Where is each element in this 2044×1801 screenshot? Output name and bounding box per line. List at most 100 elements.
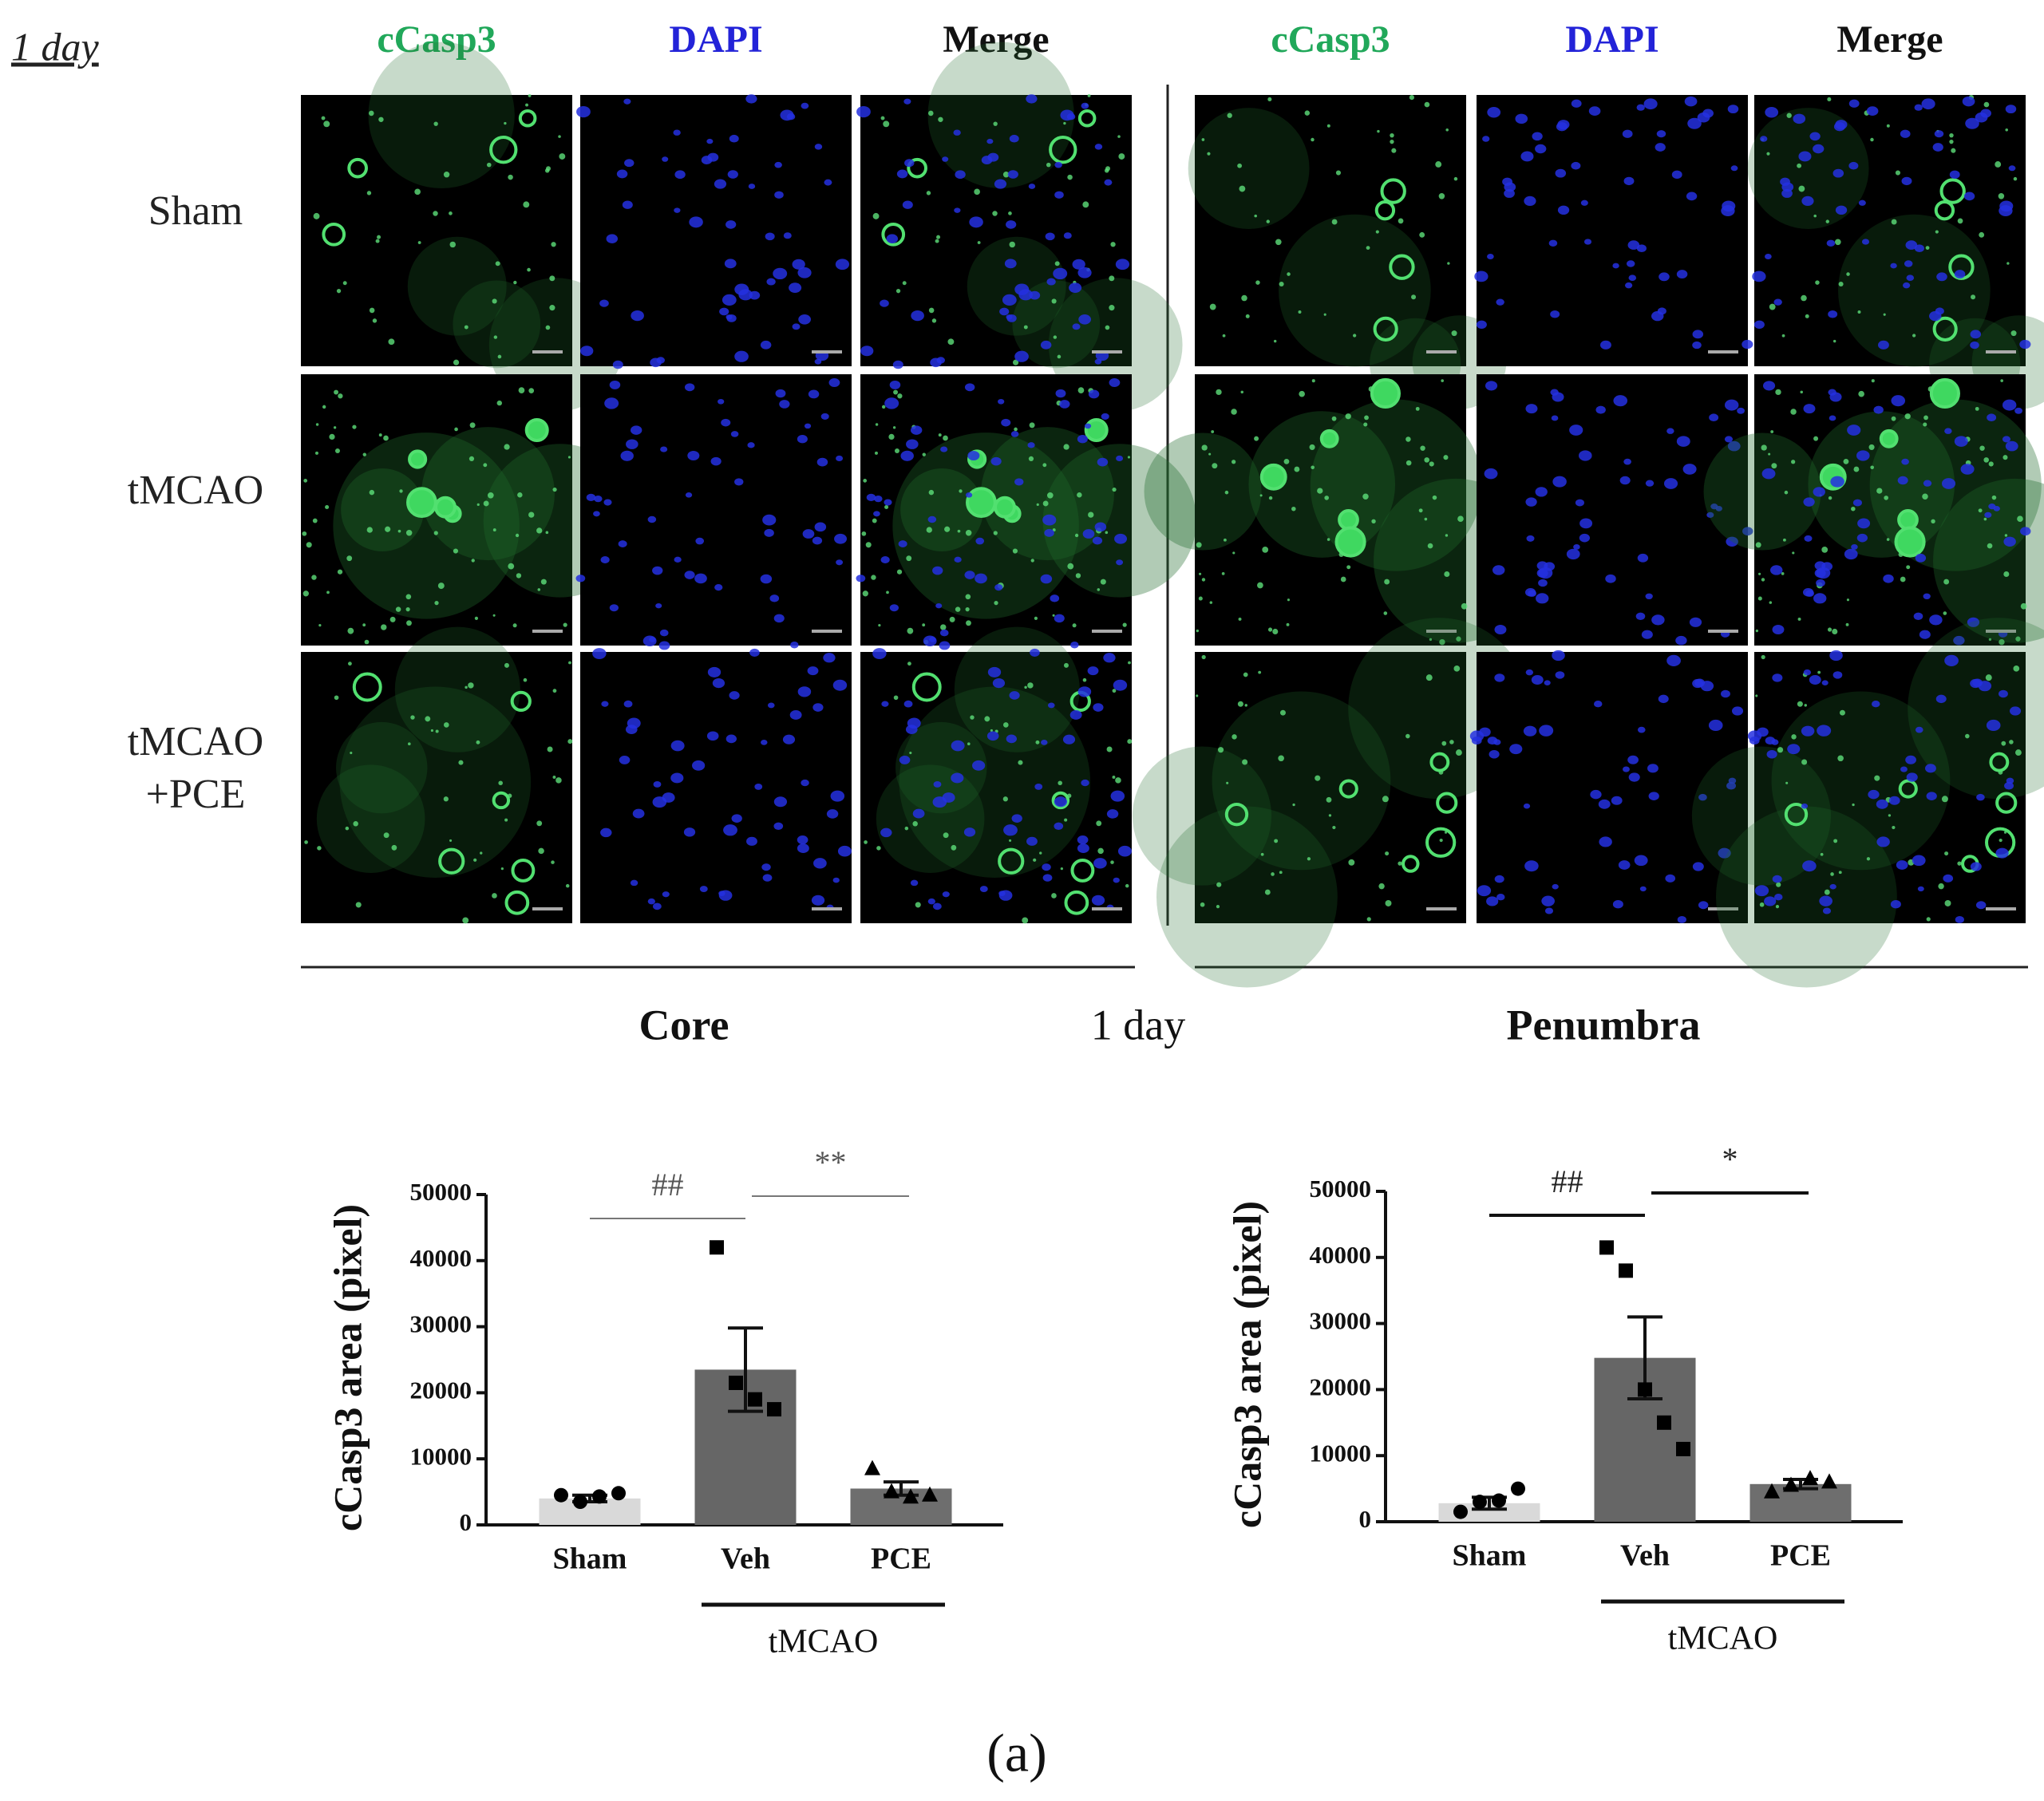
stain-cell bbox=[1051, 791, 1070, 810]
nucleus bbox=[694, 573, 707, 584]
nucleus bbox=[1901, 176, 1912, 186]
nucleus bbox=[659, 629, 669, 637]
column-header: cCasp3 bbox=[1271, 18, 1390, 61]
stain-speck bbox=[1801, 294, 1807, 302]
data-point bbox=[1802, 1470, 1818, 1486]
stain-cell bbox=[1934, 199, 1955, 221]
stain-cell bbox=[489, 136, 518, 164]
nucleus bbox=[673, 129, 681, 136]
nucleus bbox=[1970, 330, 1982, 339]
data-point bbox=[1511, 1481, 1525, 1496]
nucleus bbox=[1627, 240, 1640, 250]
nucleus bbox=[652, 566, 663, 575]
stain-speck bbox=[372, 318, 378, 323]
column-header: Merge bbox=[943, 18, 1049, 61]
stain-speck bbox=[1027, 682, 1034, 689]
stain-speck bbox=[1838, 871, 1842, 875]
stain-speck bbox=[1827, 627, 1832, 632]
stain-speck bbox=[1042, 463, 1047, 468]
stain-speck bbox=[303, 478, 308, 483]
nucleus bbox=[1764, 896, 1777, 906]
nucleus bbox=[714, 584, 723, 591]
significance-label: ## bbox=[1552, 1163, 1583, 1199]
nucleus bbox=[1114, 533, 1128, 544]
stain-speck bbox=[1985, 674, 1992, 681]
stain-speck bbox=[1382, 796, 1389, 803]
stain-speck bbox=[399, 489, 403, 493]
stain-speck bbox=[338, 393, 343, 399]
nucleus bbox=[1851, 543, 1858, 550]
nucleus bbox=[954, 207, 961, 213]
nucleus bbox=[625, 725, 638, 734]
nucleus bbox=[880, 556, 890, 563]
y-tick-label: 10000 bbox=[1310, 1439, 1372, 1467]
stain-speck bbox=[302, 531, 307, 536]
nucleus bbox=[942, 891, 950, 898]
nucleus bbox=[866, 493, 876, 501]
stain-speck bbox=[1287, 598, 1291, 602]
nucleus bbox=[767, 702, 775, 709]
nucleus bbox=[725, 734, 737, 744]
stain-speck bbox=[430, 729, 433, 733]
stain-speck bbox=[508, 174, 513, 180]
nucleus bbox=[2019, 339, 2031, 350]
stain-speck bbox=[1943, 611, 1947, 615]
stain-cell bbox=[1939, 178, 1966, 204]
nucleus bbox=[1094, 144, 1103, 150]
stain-cell bbox=[1425, 827, 1457, 858]
data-point bbox=[573, 1495, 587, 1510]
stain-speck bbox=[323, 120, 330, 128]
stain-speck bbox=[1239, 185, 1246, 192]
corner-label: 1 day bbox=[11, 24, 100, 69]
stain-speck bbox=[1445, 128, 1449, 132]
stain-speck bbox=[1835, 239, 1841, 246]
nucleus bbox=[835, 259, 850, 271]
stain-speck bbox=[1196, 542, 1202, 548]
stain-speck bbox=[1870, 137, 1874, 142]
stain-speck bbox=[1883, 313, 1886, 316]
data-point bbox=[922, 1486, 938, 1502]
nucleus bbox=[1765, 107, 1779, 118]
nucleus bbox=[662, 156, 669, 162]
stain-speck bbox=[1876, 488, 1883, 494]
stain-speck bbox=[547, 746, 553, 752]
nucleus bbox=[727, 170, 738, 179]
stain-speck bbox=[864, 840, 868, 844]
nucleus bbox=[812, 703, 824, 712]
nucleus bbox=[1700, 681, 1714, 692]
stain-speck bbox=[1067, 563, 1074, 570]
stain-haze bbox=[927, 41, 1074, 188]
stain-speck bbox=[1832, 628, 1838, 635]
nucleus bbox=[786, 113, 796, 120]
stain-speck bbox=[1424, 101, 1430, 108]
stain-speck bbox=[508, 563, 515, 570]
stain-speck bbox=[2003, 571, 2010, 578]
significance-label: ** bbox=[815, 1144, 847, 1180]
nucleus bbox=[1692, 341, 1702, 350]
stain-speck bbox=[893, 695, 899, 701]
stain-speck bbox=[1926, 917, 1931, 922]
nucleus bbox=[760, 574, 773, 584]
stain-speck bbox=[1364, 415, 1369, 421]
nucleus bbox=[1914, 244, 1924, 253]
stain-speck bbox=[1105, 531, 1109, 535]
nucleus bbox=[1675, 635, 1687, 646]
stain-speck bbox=[326, 590, 330, 594]
nucleus bbox=[1873, 405, 1884, 414]
stain-speck bbox=[896, 569, 903, 575]
stain-speck bbox=[468, 682, 474, 689]
stain-speck bbox=[1075, 573, 1081, 579]
nucleus bbox=[813, 858, 827, 869]
stain-speck bbox=[551, 860, 555, 864]
stain-speck bbox=[1845, 622, 1849, 626]
nucleus bbox=[1635, 612, 1646, 620]
stain-speck bbox=[1418, 508, 1423, 513]
stain-speck bbox=[1199, 572, 1202, 575]
stain-speck bbox=[346, 555, 353, 562]
stain-speck bbox=[549, 305, 555, 311]
stain-speck bbox=[951, 844, 957, 851]
nucleus bbox=[1832, 168, 1844, 178]
nucleus bbox=[695, 537, 705, 545]
stain-speck bbox=[1232, 734, 1237, 740]
nucleus bbox=[987, 152, 999, 162]
